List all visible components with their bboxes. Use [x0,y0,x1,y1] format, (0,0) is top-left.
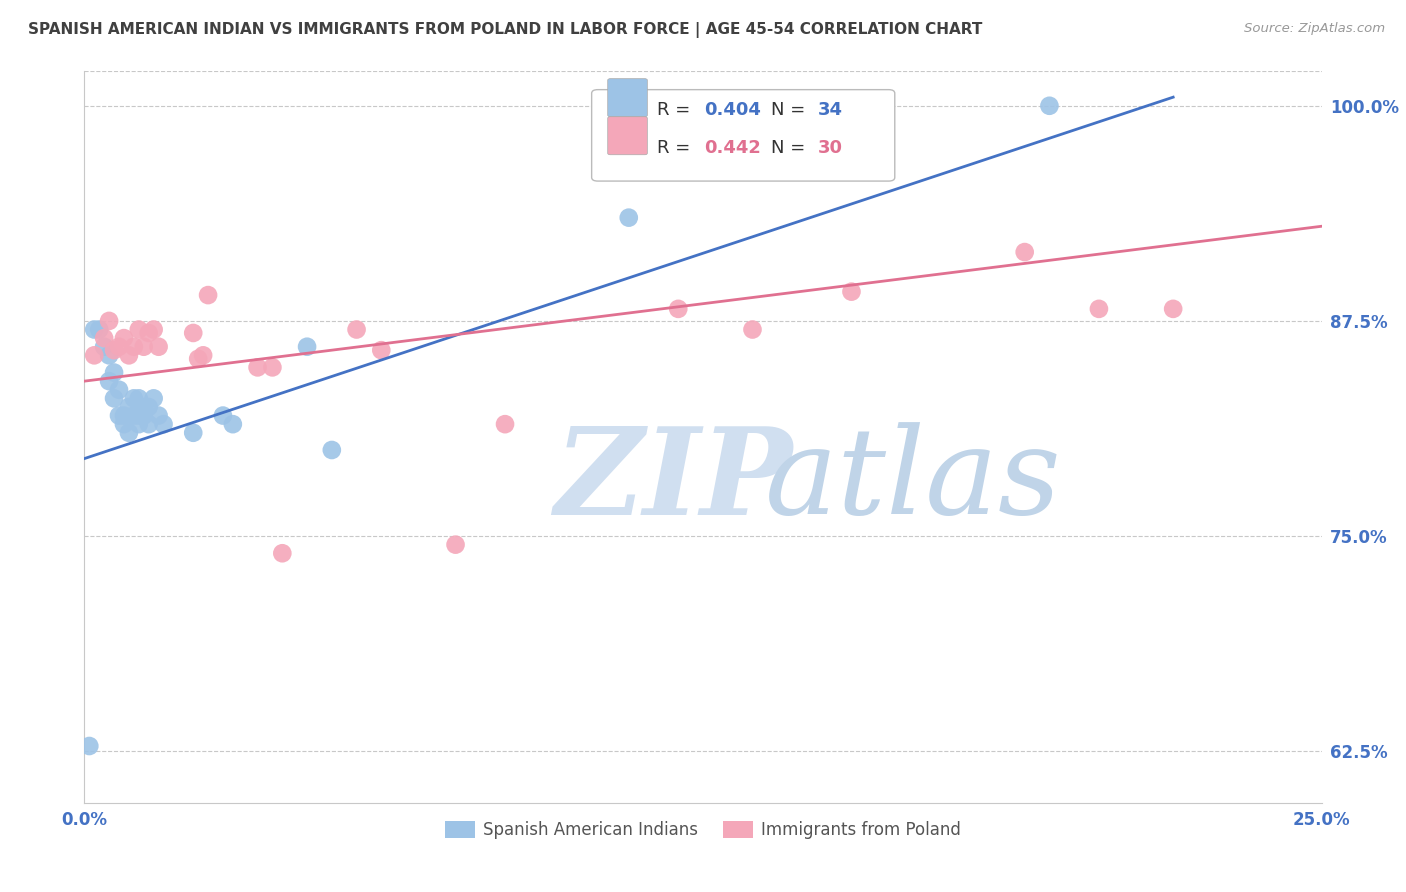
Text: atlas: atlas [765,422,1062,540]
Point [494,417,516,432]
Point [79,739,101,753]
Point [132,409,155,423]
Point [112,417,135,432]
Text: R =: R = [657,138,696,157]
Point [108,340,131,354]
Point [112,409,135,423]
Point [246,360,269,375]
Text: R =: R = [657,101,696,119]
FancyBboxPatch shape [607,78,647,117]
Point [118,348,141,362]
Point [138,400,160,414]
Point [108,383,131,397]
FancyBboxPatch shape [592,90,894,181]
Text: ZIP: ZIP [554,422,793,541]
Point [98,348,121,362]
Point [617,211,640,225]
Point [212,409,235,423]
Text: N =: N = [770,138,811,157]
Point [370,343,392,358]
Point [741,322,763,336]
Point [142,322,165,336]
Legend: Spanish American Indians, Immigrants from Poland: Spanish American Indians, Immigrants fro… [439,814,967,846]
Point [1038,99,1060,113]
Point [197,288,219,302]
Point [103,366,125,380]
Point [103,343,125,358]
Text: 34: 34 [818,101,844,119]
Point [122,340,145,354]
Point [132,400,155,414]
Point [142,392,165,406]
Point [128,322,150,336]
Point [138,417,160,432]
Point [98,374,121,388]
Point [128,392,150,406]
FancyBboxPatch shape [607,117,647,154]
Text: N =: N = [770,101,811,119]
Point [122,392,145,406]
Point [321,442,343,457]
Point [83,348,105,362]
Point [271,546,294,560]
Point [93,340,115,354]
Text: 0.442: 0.442 [704,138,761,157]
Point [122,409,145,423]
Point [741,99,763,113]
Point [222,417,245,432]
Point [187,351,209,366]
Point [1088,301,1111,316]
Point [128,409,150,423]
Point [1161,301,1184,316]
Point [112,331,135,345]
Point [262,360,284,375]
Text: SPANISH AMERICAN INDIAN VS IMMIGRANTS FROM POLAND IN LABOR FORCE | AGE 45-54 COR: SPANISH AMERICAN INDIAN VS IMMIGRANTS FR… [28,22,983,38]
Point [444,538,467,552]
Point [148,340,170,354]
Point [181,425,204,440]
Point [118,400,141,414]
Point [666,301,689,316]
Point [841,285,863,299]
Point [1014,245,1036,260]
Text: 0.404: 0.404 [704,101,761,119]
Point [152,417,174,432]
Point [93,331,115,345]
Point [89,322,111,336]
Point [295,340,318,354]
Point [191,348,214,362]
Point [346,322,368,336]
Point [148,409,170,423]
Point [83,322,105,336]
Point [132,340,155,354]
Point [98,314,121,328]
Point [181,326,204,340]
Point [103,392,125,406]
Point [128,417,150,432]
Point [138,326,160,340]
Point [118,425,141,440]
Text: Source: ZipAtlas.com: Source: ZipAtlas.com [1244,22,1385,36]
Point [108,409,131,423]
Text: 30: 30 [818,138,844,157]
